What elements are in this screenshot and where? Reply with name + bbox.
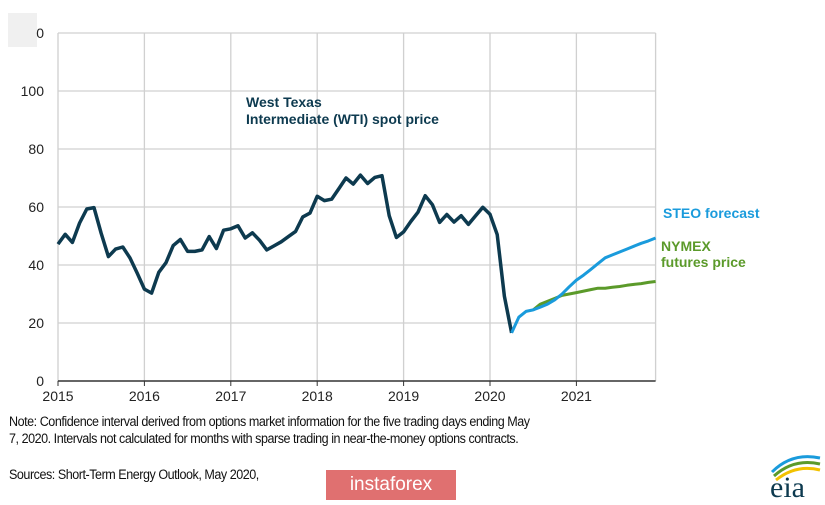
y-tick-label: 0 [36, 25, 44, 41]
nymex-label-line2: futures price [661, 254, 746, 270]
corner-box [8, 13, 37, 47]
series-line-0 [56, 173, 514, 334]
series-line-2 [510, 236, 657, 334]
y-tick-label: 0 [36, 373, 44, 389]
nymex-label-line1: NYMEX [661, 238, 711, 254]
x-tick-label: 2017 [215, 388, 246, 404]
y-tick-label: 60 [28, 199, 44, 215]
eia-logo: eia [764, 450, 824, 504]
y-tick-label: 100 [21, 83, 45, 99]
y-tick-label: 80 [28, 141, 44, 157]
wti-label-line1: West Texas [246, 94, 322, 110]
steo-label: STEO forecast [663, 205, 760, 221]
x-tick-label: 2016 [129, 388, 160, 404]
x-tick-label: 2015 [42, 388, 73, 404]
wti-label: West Texas Intermediate (WTI) spot price [246, 94, 439, 128]
wti-label-line2: Intermediate (WTI) spot price [246, 111, 439, 127]
note-line1: Note: Confidence interval derived from o… [9, 414, 530, 429]
watermark: instaforex [326, 470, 456, 500]
series-line-1 [532, 280, 656, 312]
x-tick-label: 2019 [388, 388, 419, 404]
y-tick-label: 40 [28, 257, 44, 273]
nymex-label: NYMEX futures price [661, 238, 746, 270]
x-tick-label: 2018 [302, 388, 333, 404]
y-tick-label: 20 [28, 315, 44, 331]
sources-note: Sources: Short-Term Energy Outlook, May … [9, 467, 259, 482]
x-tick-label: 2020 [474, 388, 505, 404]
note-line2: 7, 2020. Intervals not calculated for mo… [9, 431, 519, 446]
svg-text:eia: eia [770, 471, 805, 500]
x-tick-label: 2021 [561, 388, 592, 404]
